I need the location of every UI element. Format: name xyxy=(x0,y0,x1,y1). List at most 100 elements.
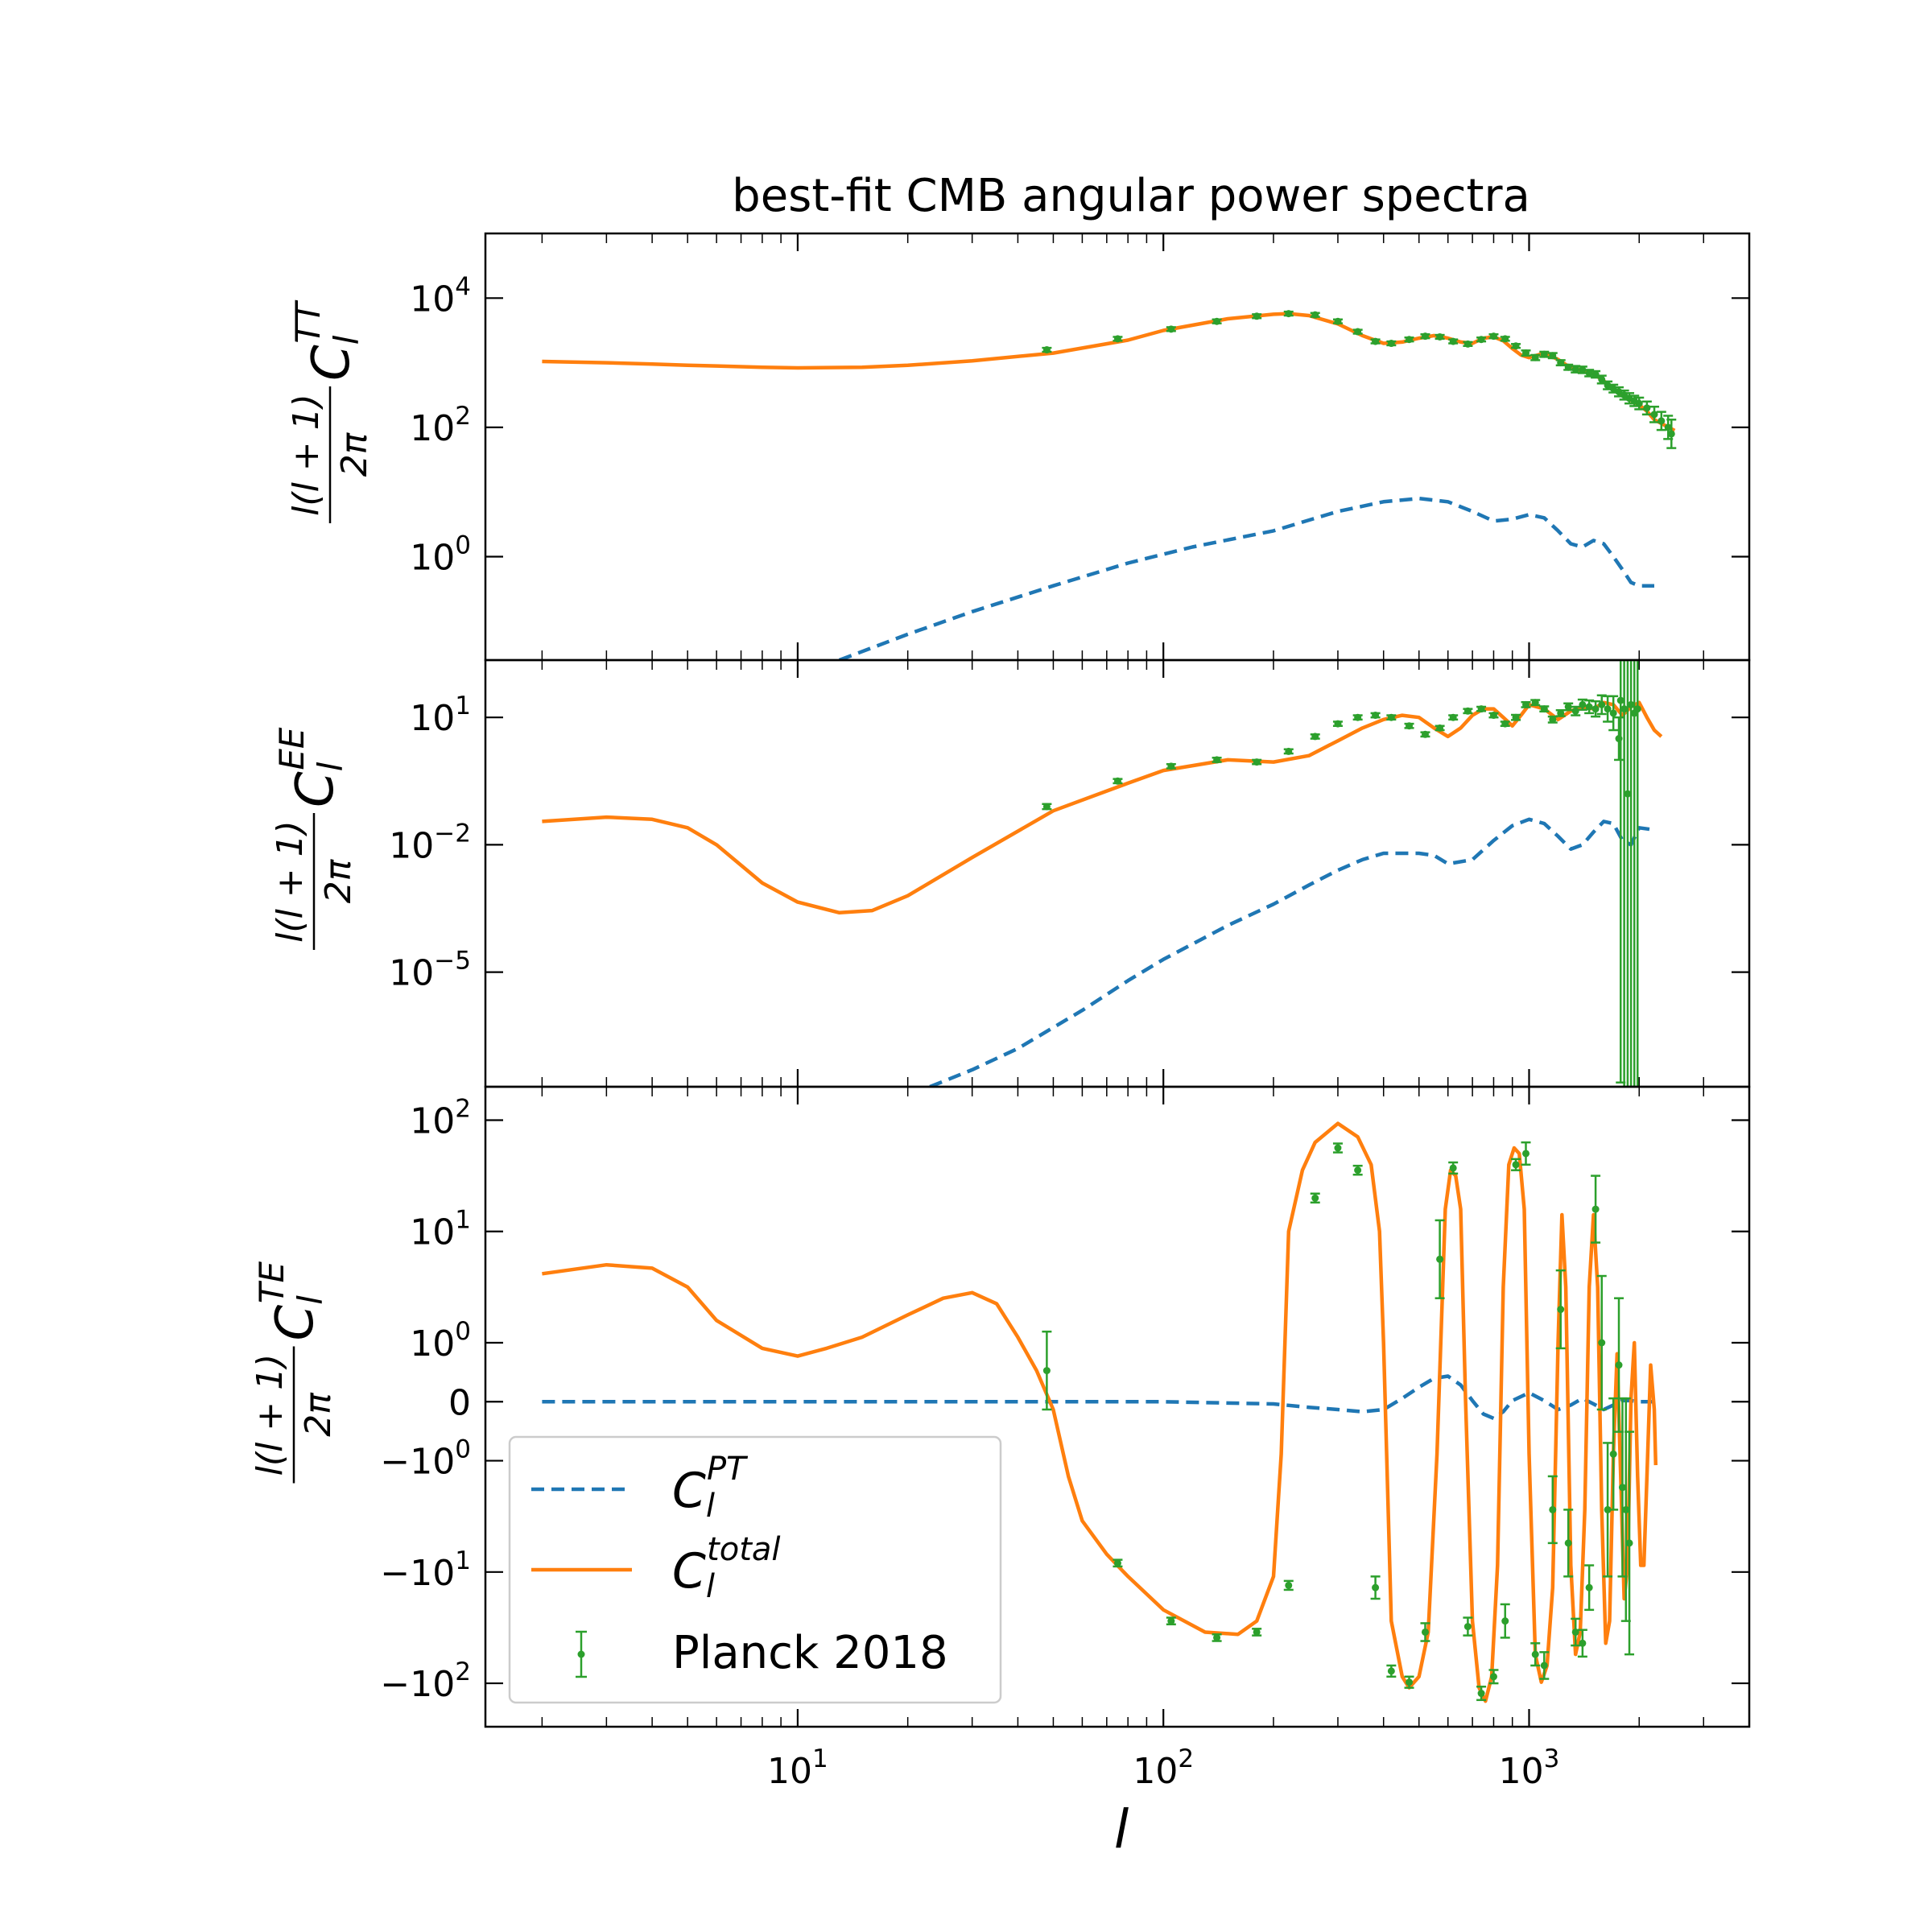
plot-area xyxy=(542,310,1677,660)
y-label-denominator: 2π xyxy=(318,858,359,903)
y-label-symbol: ClTT xyxy=(288,299,366,381)
total-series-line xyxy=(542,1121,1658,1703)
data-point xyxy=(1463,340,1472,348)
data-point xyxy=(1579,700,1587,708)
data-point xyxy=(1564,363,1572,371)
data-point xyxy=(1598,1339,1606,1347)
data-point xyxy=(1531,353,1539,361)
y-label-numerator: l(l + 1) xyxy=(250,1354,291,1476)
data-point xyxy=(1436,724,1444,732)
data-point xyxy=(1501,335,1509,343)
data-point xyxy=(1285,747,1293,755)
data-point xyxy=(1421,1628,1429,1636)
pt-series-line xyxy=(929,817,1655,1087)
data-point xyxy=(1609,709,1617,717)
y-tick-label: −102 xyxy=(380,1657,471,1705)
data-point xyxy=(1549,352,1557,360)
data-point xyxy=(1571,365,1579,374)
data-point xyxy=(1657,417,1666,425)
data-point xyxy=(1406,722,1414,730)
x-tick-label: 102 xyxy=(1133,1744,1194,1792)
data-point xyxy=(1531,699,1539,707)
data-point xyxy=(1616,696,1624,704)
data-point xyxy=(1615,1361,1623,1369)
data-point xyxy=(1522,700,1530,708)
plot-area xyxy=(542,660,1663,1087)
y-tick-label: 100 xyxy=(410,1317,471,1364)
data-point xyxy=(1477,1690,1485,1698)
data-point xyxy=(1585,703,1593,711)
data-point xyxy=(1557,709,1565,717)
data-point xyxy=(1579,1639,1587,1647)
y-label-denominator: 2π xyxy=(334,431,375,477)
y-label-symbol: ClTE xyxy=(252,1261,330,1340)
data-point xyxy=(1387,340,1395,348)
data-point xyxy=(1334,1144,1342,1152)
data-point xyxy=(1167,762,1175,770)
data-point xyxy=(1591,705,1600,713)
x-tick-label: 103 xyxy=(1499,1744,1560,1792)
data-point xyxy=(1650,411,1658,419)
data-point xyxy=(1571,1628,1579,1636)
data-point xyxy=(1387,713,1395,721)
data-point xyxy=(1042,1367,1051,1375)
total-series-line xyxy=(542,312,1676,432)
data-point xyxy=(1585,1583,1593,1591)
panel-frame xyxy=(484,1085,1751,1728)
data-point xyxy=(1512,713,1520,721)
data-point xyxy=(1477,705,1485,713)
data-point xyxy=(1609,1450,1617,1458)
data-point xyxy=(1540,705,1548,713)
y-label-symbol: ClEE xyxy=(272,727,350,807)
data-point xyxy=(1113,777,1121,785)
data-point xyxy=(1253,1628,1261,1636)
y-tick-label: 0 xyxy=(448,1382,471,1423)
data-point xyxy=(1540,350,1548,358)
data-point xyxy=(1354,713,1362,721)
pt-series-line xyxy=(542,1374,1654,1421)
data-point xyxy=(1522,1150,1530,1158)
y-tick-label: 100 xyxy=(410,531,471,579)
data-point xyxy=(1311,733,1319,741)
y-label-numerator: l(l + 1) xyxy=(270,820,311,943)
data-point xyxy=(1213,756,1221,764)
data-point xyxy=(1387,1667,1395,1675)
data-point xyxy=(1564,1539,1572,1547)
data-point xyxy=(1522,349,1530,357)
y-axis-label: l(l + 1) 2π ClTE xyxy=(250,1261,339,1484)
data-point xyxy=(1113,1559,1121,1567)
data-point xyxy=(1354,1166,1362,1174)
data-point xyxy=(1604,705,1612,713)
legend-marker xyxy=(577,1650,585,1658)
data-point xyxy=(1285,1581,1293,1589)
data-point xyxy=(1531,1650,1539,1658)
data-point xyxy=(1421,730,1429,738)
panel-tt: 104 102 100 l(l + 1) 2π ClTT xyxy=(286,232,1751,662)
data-point xyxy=(1167,325,1175,333)
data-point xyxy=(1449,1164,1457,1172)
y-tick-label: 10−2 xyxy=(389,819,471,866)
planck-series xyxy=(1042,660,1641,1087)
y-label-denominator: 2π xyxy=(298,1392,339,1437)
x-axis-label: l xyxy=(1114,1798,1129,1860)
data-point xyxy=(1604,382,1612,390)
data-point xyxy=(1113,335,1121,343)
data-point xyxy=(1436,332,1444,341)
y-label-numerator: l(l + 1) xyxy=(286,394,327,516)
y-tick-label: 101 xyxy=(410,691,471,739)
data-point xyxy=(1334,317,1342,325)
y-tick-label: 102 xyxy=(410,1094,471,1141)
data-point xyxy=(1540,1662,1548,1670)
panel-te: 102 101 100 0 −100 −101 −102 l(l + 1) 2π ClTE xyxy=(250,1085,1751,1728)
y-tick-label: 10−5 xyxy=(389,947,471,994)
data-point xyxy=(1372,1583,1380,1591)
panel-frame xyxy=(484,232,1751,662)
data-point xyxy=(1406,336,1414,344)
data-point xyxy=(1477,336,1485,344)
data-point xyxy=(1311,1194,1319,1202)
data-point xyxy=(1449,713,1457,721)
data-point xyxy=(1512,342,1520,350)
data-point xyxy=(1463,1623,1472,1631)
data-point xyxy=(1213,1633,1221,1641)
data-point xyxy=(1253,312,1261,320)
